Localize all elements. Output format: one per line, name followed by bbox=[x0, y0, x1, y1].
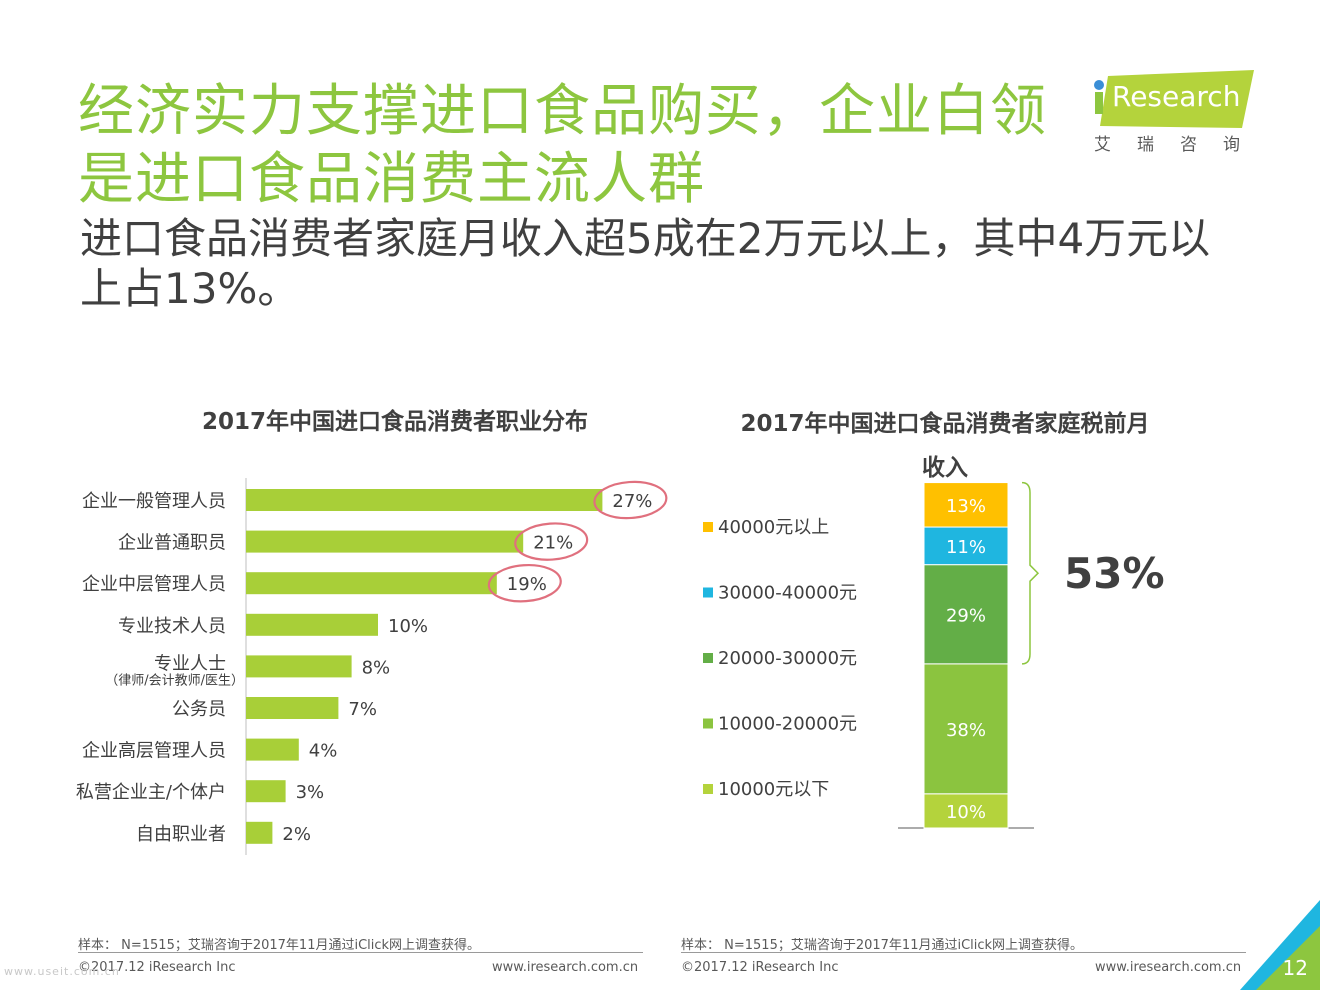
bar-value-label: 21% bbox=[533, 533, 573, 554]
occupation-bar bbox=[246, 821, 273, 844]
bar-value-label: 2% bbox=[282, 824, 311, 845]
income-segment bbox=[923, 564, 1009, 665]
income-segment bbox=[923, 482, 1009, 528]
corner-decoration bbox=[1240, 900, 1320, 990]
income-chart-title: 2017年中国进口食品消费者家庭税前月收入 bbox=[740, 411, 1150, 481]
footer-right-url[interactable]: www.iresearch.com.cn bbox=[1095, 960, 1242, 975]
occupation-bar bbox=[246, 655, 352, 678]
footer-left-source: 样本： N=1515；艾瑞咨询于2017年11月通过iClick网上调查获得。 bbox=[78, 938, 481, 953]
iresearch-logo: Research 艾瑞咨询 bbox=[1090, 70, 1260, 160]
footer-right-copyright: ©2017.12 iResearch Inc bbox=[681, 960, 839, 975]
segment-value-label: 10% bbox=[946, 802, 986, 823]
category-label: 专业人士 bbox=[154, 653, 226, 674]
bar-value-label: 7% bbox=[348, 699, 377, 720]
occupation-bar-chart: 企业一般管理人员 27% 企业普通职员 21% 企业中层管理人员 19% 专业技术人员 10%… bbox=[76, 478, 668, 855]
legend-swatch bbox=[703, 587, 713, 598]
highlight-circle bbox=[487, 563, 562, 603]
occupation-bar bbox=[246, 738, 299, 761]
segment-value-label: 13% bbox=[946, 496, 986, 517]
occupation-bar bbox=[246, 489, 603, 511]
bar-value-label: 19% bbox=[507, 574, 547, 595]
page-title: 经济实力支撑进口食品购买，企业白领是进口食品消费主流人群 bbox=[78, 79, 1047, 212]
legend-label: 40000元以上 bbox=[718, 517, 829, 538]
occupation-bar bbox=[246, 613, 378, 636]
income-segment bbox=[923, 663, 1009, 795]
category-label: 企业中层管理人员 bbox=[82, 574, 226, 595]
income-segment bbox=[923, 793, 1009, 829]
category-label: 企业高层管理人员 bbox=[82, 741, 226, 762]
segment-value-label: 11% bbox=[946, 537, 986, 558]
category-label: 企业普通职员 bbox=[118, 533, 226, 554]
occupation-bar bbox=[246, 530, 524, 553]
legend-swatch bbox=[703, 653, 713, 663]
legend-label: 20000-30000元 bbox=[718, 648, 857, 669]
logo-dot-icon bbox=[1094, 80, 1104, 90]
legend-swatch bbox=[703, 718, 713, 729]
occupation-bar bbox=[246, 697, 339, 719]
logo-word: Research bbox=[1112, 80, 1241, 113]
category-label: 专业技术人员 bbox=[118, 616, 226, 637]
highlight-circle bbox=[514, 522, 589, 561]
legend-label: 10000-20000元 bbox=[718, 714, 857, 735]
income-stacked-chart: 10% 38% 29% 11% 13% 40000元以上 30000-40000元 20000… bbox=[703, 481, 1165, 829]
highlight-circle bbox=[593, 480, 668, 520]
legend-swatch bbox=[703, 784, 713, 794]
category-label: 企业一般管理人员 bbox=[82, 491, 226, 512]
bracket-line bbox=[1021, 481, 1040, 665]
occupation-bar bbox=[246, 780, 286, 803]
category-label: 自由职业者 bbox=[136, 824, 226, 845]
segment-value-label: 29% bbox=[946, 605, 986, 626]
segment-value-label: 38% bbox=[946, 720, 986, 741]
logo-subtitle: 艾瑞咨询 bbox=[1094, 135, 1266, 155]
footer-right-source: 样本： N=1515；艾瑞咨询于2017年11月通过iClick网上调查获得。 bbox=[681, 938, 1084, 953]
occupation-chart-title: 2017年中国进口食品消费者职业分布 bbox=[201, 409, 588, 435]
bar-value-label: 27% bbox=[612, 491, 652, 512]
logo-i-icon bbox=[1095, 92, 1103, 114]
legend-label: 10000元以下 bbox=[718, 779, 829, 800]
bar-value-label: 3% bbox=[296, 782, 325, 803]
bar-value-label: 4% bbox=[309, 741, 338, 762]
category-note: （律师/会计教师/医生） bbox=[105, 672, 244, 688]
footer-left-url[interactable]: www.iresearch.com.cn bbox=[492, 960, 639, 975]
page-number: 12 bbox=[1282, 956, 1308, 980]
page-subtitle: 进口食品消费者家庭月收入超5成在2万元以上，其中4万元以上占13%。 bbox=[80, 214, 1211, 313]
bar-value-label: 10% bbox=[388, 616, 428, 637]
category-label: 公务员 bbox=[172, 699, 226, 720]
watermark: www.useit.com.cn bbox=[4, 965, 120, 978]
occupation-bar bbox=[246, 572, 497, 595]
legend-label: 30000-40000元 bbox=[718, 583, 857, 604]
footer-left-divider bbox=[78, 952, 643, 953]
legend-swatch bbox=[703, 522, 713, 532]
footer-right-divider bbox=[681, 952, 1246, 953]
bar-value-label: 8% bbox=[362, 657, 391, 678]
logo-banner bbox=[1100, 70, 1254, 128]
bracket-total-label: 53% bbox=[1064, 549, 1165, 598]
category-label: 私营企业主/个体户 bbox=[76, 782, 226, 803]
footer-left-copyright: ©2017.12 iResearch Inc bbox=[78, 960, 236, 975]
